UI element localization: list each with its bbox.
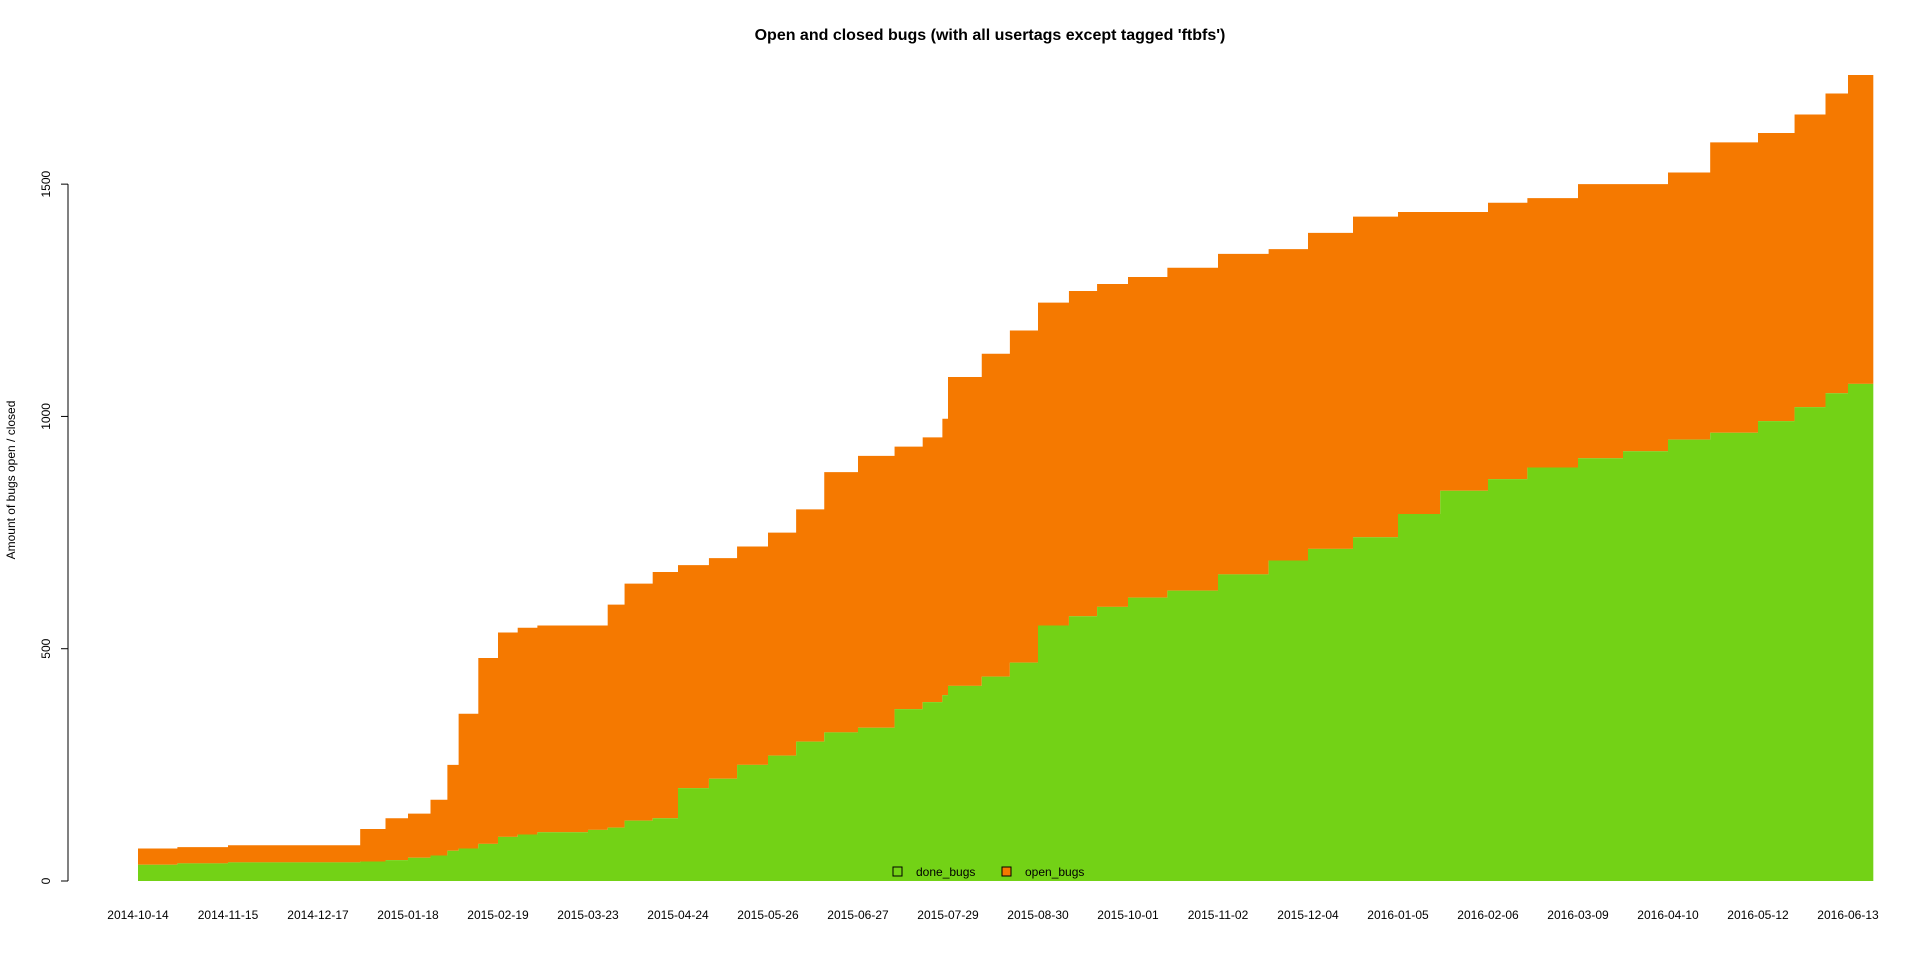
x-tick-label: 2015-10-01 — [1097, 908, 1159, 922]
x-tick-label: 2015-08-30 — [1007, 908, 1069, 922]
x-tick-label: 2015-11-02 — [1188, 908, 1249, 922]
x-tick-label: 2015-04-24 — [647, 908, 709, 922]
plot-area — [138, 65, 1874, 881]
x-tick-label: 2016-03-09 — [1547, 908, 1609, 922]
x-tick-label: 2015-02-19 — [467, 908, 529, 922]
legend: done_bugs open_bugs — [892, 865, 1084, 879]
legend-label: done_bugs — [916, 865, 975, 879]
x-tick-label: 2016-06-13 — [1817, 908, 1879, 922]
y-tick-label: 500 — [39, 638, 53, 658]
x-tick-label: 2016-04-10 — [1637, 908, 1699, 922]
x-axis: 2014-10-14 2014-11-15 2014-12-17 2015-01-18… — [107, 908, 1879, 922]
series-area-open-bugs — [138, 65, 1874, 865]
x-tick-label: 2015-06-27 — [827, 908, 889, 922]
y-axis: 0 500 1000 1500 — [39, 170, 69, 884]
x-tick-label: 2015-12-04 — [1277, 908, 1339, 922]
legend-swatch — [892, 866, 903, 877]
x-tick-label: 2016-05-12 — [1727, 908, 1789, 922]
x-tick-label: 2016-01-05 — [1367, 908, 1429, 922]
x-tick-label: 2015-03-23 — [557, 908, 619, 922]
x-tick-label: 2015-05-26 — [737, 908, 799, 922]
y-tick-label: 1500 — [39, 170, 53, 197]
x-tick-label: 2014-10-14 — [107, 908, 169, 922]
chart-title: Open and closed bugs (with all usertags … — [755, 27, 1226, 44]
series-area-done-bugs — [138, 372, 1874, 881]
x-tick-label: 2014-11-15 — [198, 908, 259, 922]
legend-label: open_bugs — [1025, 865, 1084, 879]
x-tick-label: 2015-01-18 — [377, 908, 439, 922]
x-tick-label: 2015-07-29 — [917, 908, 979, 922]
x-tick-label: 2016-02-06 — [1457, 908, 1519, 922]
y-tick-label: 1000 — [39, 403, 53, 430]
y-tick-label: 0 — [39, 877, 53, 884]
y-axis-label: Amount of bugs open / closed — [4, 401, 18, 560]
legend-swatch — [1001, 866, 1012, 877]
x-tick-label: 2014-12-17 — [287, 908, 349, 922]
